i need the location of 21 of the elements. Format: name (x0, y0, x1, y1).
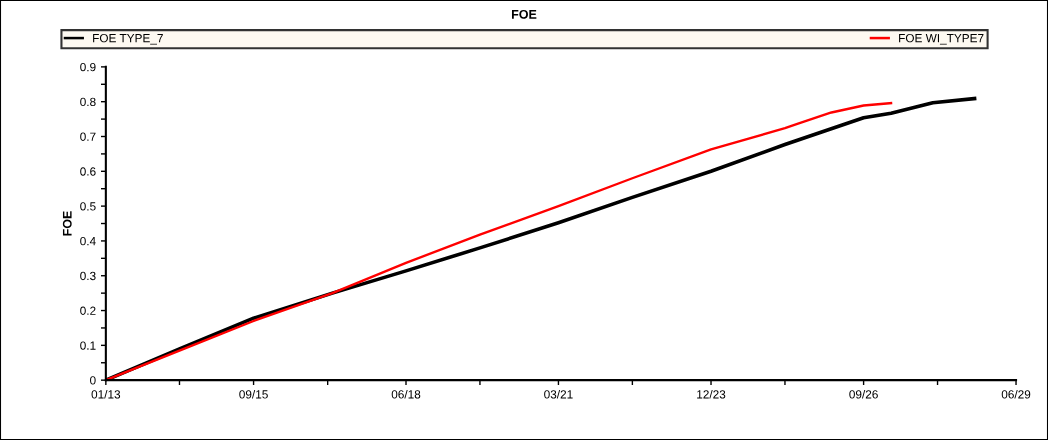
y-tick-label: 0.1 (80, 341, 96, 350)
x-tick-label: 06/29 (1001, 389, 1031, 399)
y-tick-label: 0.6 (80, 167, 96, 176)
x-tick-label: 01/13 (91, 389, 121, 399)
x-tick-label: 03/21 (544, 389, 573, 399)
y-axis-title: FOE (62, 211, 72, 236)
x-tick-label: 06/18 (391, 389, 421, 399)
y-tick-label: 0.7 (80, 132, 96, 141)
y-tick-label: 0.3 (80, 271, 96, 281)
chart-title: FOE (511, 9, 537, 19)
y-tick-label: 0.4 (80, 236, 96, 246)
y-tick-label: 0.9 (80, 62, 96, 72)
y-tick-label: 0.2 (80, 306, 96, 315)
legend-label: FOE TYPE_7 (93, 33, 163, 45)
y-tick-label: 0 (90, 376, 96, 385)
x-tick-label: 09/26 (849, 389, 878, 399)
legend-label: FOE WI_TYPE7 (899, 33, 984, 45)
x-tick-label: 12/23 (697, 389, 726, 399)
y-tick-label: 0.8 (80, 97, 96, 107)
x-tick-label: 09/15 (239, 389, 268, 399)
y-tick-label: 0.5 (80, 202, 96, 211)
